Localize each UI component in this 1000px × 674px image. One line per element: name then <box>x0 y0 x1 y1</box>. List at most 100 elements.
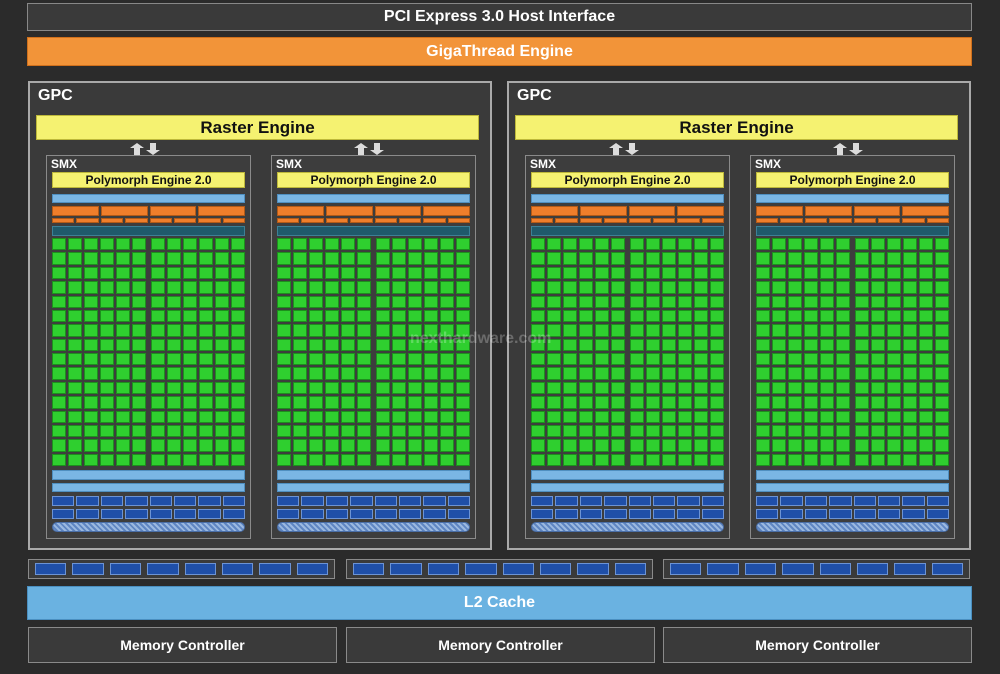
cuda-core <box>709 281 724 294</box>
cuda-core <box>439 439 454 452</box>
cuda-core <box>341 324 356 337</box>
memory-controller: Memory Controller <box>346 627 655 663</box>
cuda-core <box>52 295 67 308</box>
warp-scheduler-row-cell <box>325 206 373 216</box>
warp-scheduler-row-cell <box>579 206 627 216</box>
texture-unit-row-cell <box>125 496 148 506</box>
cuda-core <box>772 295 787 308</box>
cuda-core <box>132 439 147 452</box>
texture-unit-row-cell <box>52 496 75 506</box>
cuda-core <box>375 410 390 423</box>
cuda-core <box>423 367 438 380</box>
cuda-core <box>166 252 181 265</box>
cuda-core <box>214 309 229 323</box>
cuda-core <box>375 396 390 409</box>
memory-channel-block <box>670 563 702 575</box>
cuda-core <box>182 266 197 280</box>
cuda-core <box>407 367 422 380</box>
cuda-core <box>595 424 610 438</box>
texture-unit-row-cell <box>100 509 124 519</box>
cuda-core <box>375 439 390 452</box>
cuda-core <box>198 252 213 265</box>
cuda-core <box>341 453 356 466</box>
dispatch-unit-row-cell <box>447 218 470 223</box>
dispatch-unit-row-cell <box>76 218 99 223</box>
cuda-core <box>423 295 438 308</box>
cuda-core <box>100 381 115 395</box>
cuda-core <box>150 295 165 308</box>
cuda-core <box>132 238 147 251</box>
cuda-core <box>870 381 885 395</box>
cuda-core <box>531 367 546 380</box>
cuda-core <box>645 367 660 380</box>
cuda-core <box>709 353 724 366</box>
texture-unit-row-cell <box>52 509 75 519</box>
cuda-core <box>52 367 67 380</box>
cuda-core <box>116 252 131 265</box>
cuda-core <box>375 453 390 466</box>
cuda-core <box>116 367 131 380</box>
cuda-core <box>579 324 594 337</box>
cuda-core <box>52 396 67 409</box>
cuda-core <box>423 238 438 251</box>
cuda-core <box>407 238 422 251</box>
cuda-core <box>772 266 787 280</box>
cuda-core <box>68 453 83 466</box>
cuda-core <box>325 266 340 280</box>
cuda-core <box>277 281 292 294</box>
cuda-core <box>886 396 901 409</box>
cuda-core <box>709 439 724 452</box>
cuda-core <box>116 353 131 366</box>
cuda-core <box>214 338 229 351</box>
cuda-core <box>375 281 390 294</box>
texture-unit-row-cell <box>198 496 221 506</box>
cuda-core <box>886 238 901 251</box>
cuda-core <box>661 410 676 423</box>
cuda-core <box>595 453 610 466</box>
cuda-core <box>772 353 787 366</box>
texture-unit-row-cell <box>804 496 828 506</box>
cuda-core <box>182 396 197 409</box>
memory-channel-block <box>894 563 926 575</box>
cuda-core <box>182 281 197 294</box>
cuda-core <box>854 353 869 366</box>
cuda-core <box>68 266 83 280</box>
cuda-core <box>709 424 724 438</box>
cuda-core <box>214 324 229 337</box>
cuda-core <box>772 324 787 337</box>
cuda-core <box>341 410 356 423</box>
cuda-core-group <box>277 238 372 466</box>
cuda-core <box>84 252 99 265</box>
cuda-core <box>645 252 660 265</box>
cuda-core <box>547 410 562 423</box>
cuda-core <box>455 353 470 366</box>
cuda-core <box>116 338 131 351</box>
cuda-core <box>854 424 869 438</box>
cuda-core <box>804 439 819 452</box>
cuda-core <box>645 295 660 308</box>
smx-label: SMX <box>755 157 782 171</box>
cuda-core <box>661 295 676 308</box>
cuda-core <box>611 453 626 466</box>
cuda-core <box>309 309 324 323</box>
cuda-core <box>52 252 67 265</box>
cuda-core <box>407 324 422 337</box>
cuda-core <box>836 295 851 308</box>
cuda-core <box>439 396 454 409</box>
cuda-core <box>277 439 292 452</box>
warp-scheduler-row-cell <box>100 206 148 216</box>
cuda-core <box>902 367 917 380</box>
cuda-core <box>870 396 885 409</box>
cuda-core <box>804 381 819 395</box>
register-file <box>52 226 245 236</box>
cuda-core <box>68 324 83 337</box>
dispatch-unit-row-cell <box>149 218 172 223</box>
cuda-core <box>116 238 131 251</box>
cuda-core <box>84 353 99 366</box>
cuda-core <box>563 424 578 438</box>
warp-scheduler-row-cell <box>374 206 422 216</box>
interconnect-network <box>52 470 245 480</box>
cuda-core <box>341 367 356 380</box>
texture-unit-row-cell <box>423 496 446 506</box>
cuda-core <box>595 381 610 395</box>
